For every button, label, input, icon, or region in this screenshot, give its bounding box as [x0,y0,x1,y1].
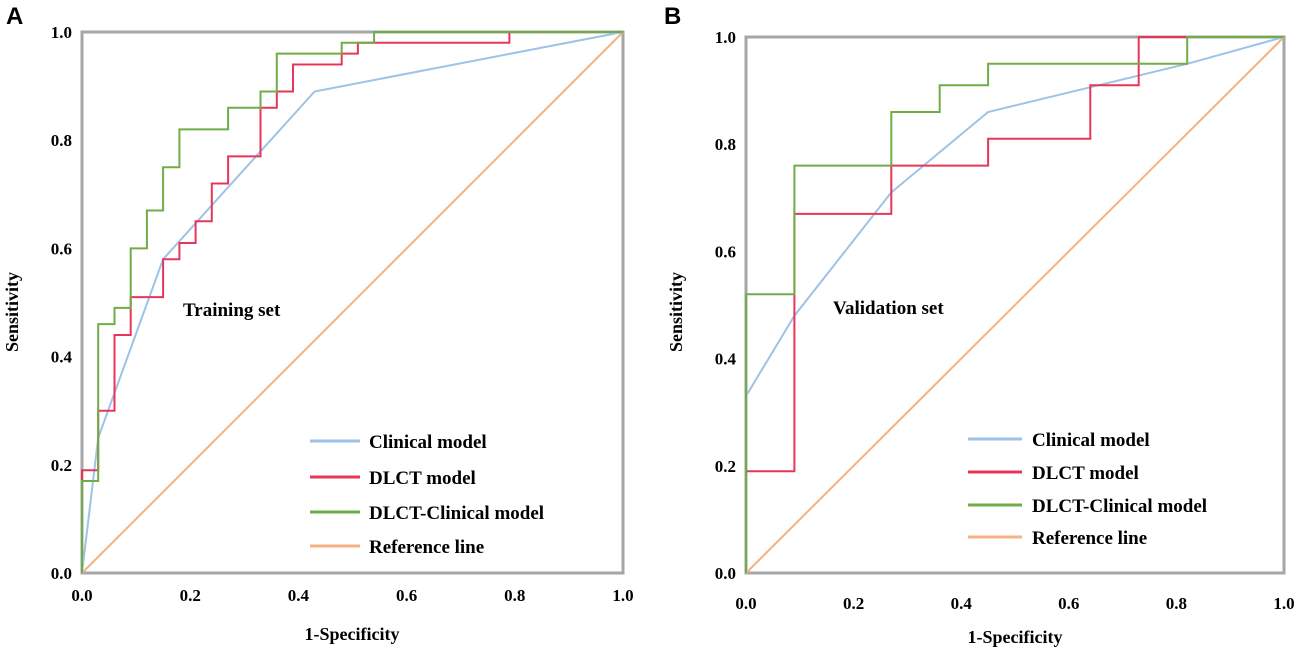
panel-b-y-tick-label: 0.8 [715,135,736,154]
panel-a-legend: Clinical model DLCT model DLCT-Clinical … [310,432,544,558]
panel-a-legend-label-clinical: Clinical model [369,432,487,453]
panel-b-x-tick-label: 1.0 [1273,594,1294,613]
panel-a-y-ticks: 0.0 0.2 0.4 0.6 0.8 1.0 [51,23,73,583]
panel-a-x-tick-label: 0.8 [504,586,525,605]
panel-a-legend-label-dlct-clinical: DLCT-Clinical model [369,503,544,524]
panel-a-y-tick-label: 0.6 [51,239,72,258]
panel-a-y-axis-label: Sensitivity [2,272,22,352]
panel-b-legend-label-reference: Reference line [1032,528,1147,549]
panel-b-series-dlct-line [745,36,1284,573]
panel-a-x-tick-label: 1.0 [612,586,633,605]
panel-a-x-tick-label: 0.0 [71,586,92,605]
panel-b-y-axis-label: Sensitivity [666,272,686,352]
panel-b-x-tick-label: 0.0 [735,594,756,613]
panel-a-series-reference-line [81,31,624,574]
panel-b-series-clinical-line [745,36,1285,397]
panel-b-y-tick-label: 0.0 [715,564,736,583]
panel-a-series-dlct-clinical-line [81,31,623,573]
panel-a-y-tick-label: 0.4 [51,348,73,367]
panel-a-y-tick-label: 0.2 [51,456,72,475]
panel-b-legend-label-clinical: Clinical model [1032,430,1150,451]
panel-b-x-axis-label: 1-Specificity [968,627,1063,647]
panel-b-x-tick-label: 0.2 [843,594,864,613]
panel-b-annotation: Validation set [833,298,944,319]
panel-a-letter: A [6,3,23,30]
panel-a-x-tick-label: 0.6 [396,586,417,605]
panel-b-series-dlct-clinical-line [745,36,1284,573]
panel-b: B 0.00.20.40.60.81.0 0.0 0.2 0.4 0.6 0.8 1.0 … [664,3,1295,647]
panel-a-x-tick-label: 0.4 [288,586,310,605]
panel-a-legend-label-reference: Reference line [369,537,484,558]
panel-a-y-tick-label: 0.8 [51,131,72,150]
panel-b-series-reference-line [745,36,1285,574]
panel-a-x-axis-label: 1-Specificity [305,624,400,644]
panel-b-y-tick-label: 0.2 [715,457,736,476]
panel-b-x-tick-label: 0.4 [951,594,973,613]
panel-a: A 0.00.20.40.60.81.0 0.0 0.2 0.4 0.6 0.8 1.0 … [2,3,634,644]
panel-a-y-tick-label: 0.0 [51,564,72,583]
panel-b-y-tick-label: 1.0 [715,28,736,47]
panel-a-y-tick-label: 1.0 [51,23,72,42]
panel-b-legend-label-dlct-clinical: DLCT-Clinical model [1032,496,1207,517]
panel-b-x-ticks: 0.0 0.2 0.4 0.6 0.8 1.0 [735,594,1294,613]
panel-a-annotation: Training set [183,300,281,321]
panel-b-legend-label-dlct: DLCT model [1032,463,1139,484]
panel-b-letter: B [664,3,681,30]
panel-a-series-dlct-line [81,31,623,573]
panel-b-x-tick-label: 0.8 [1166,594,1187,613]
panel-b-y-ticks: 0.0 0.2 0.4 0.6 0.8 1.0 [715,28,737,583]
panel-a-x-ticks: 0.0 0.2 0.4 0.6 0.8 1.0 [71,586,633,605]
panel-b-legend: Clinical model DLCT model DLCT-Clinical … [968,430,1207,549]
panel-a-legend-label-dlct: DLCT model [369,468,476,489]
panel-b-series [745,36,1285,574]
panel-b-y-tick-label: 0.4 [715,350,737,369]
panel-a-x-tick-label: 0.2 [180,586,201,605]
panel-b-x-tick-label: 0.6 [1058,594,1079,613]
panel-b-y-tick-label: 0.6 [715,242,736,261]
panel-a-series [81,31,624,574]
panel-a-plot-frame [80,30,625,575]
